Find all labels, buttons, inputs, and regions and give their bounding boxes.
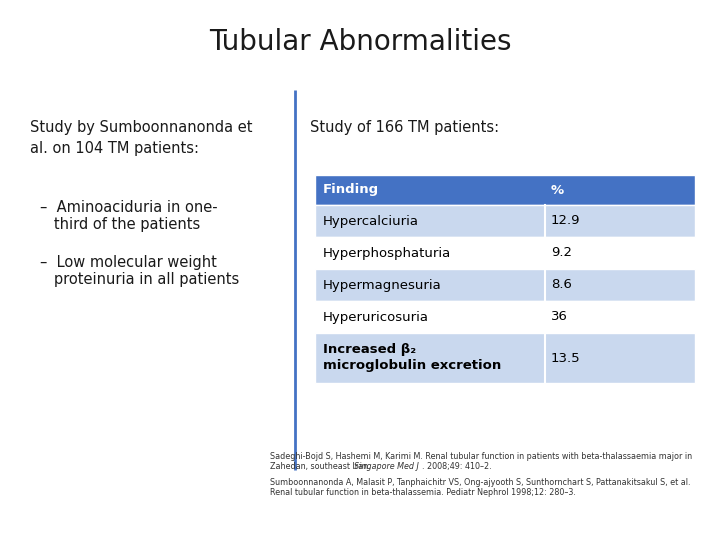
- Text: Singapore Med J: Singapore Med J: [354, 462, 419, 471]
- Text: Hyperuricosuria: Hyperuricosuria: [323, 310, 429, 323]
- Text: 13.5: 13.5: [551, 352, 580, 365]
- Text: Finding: Finding: [323, 184, 379, 197]
- Text: Hypermagnesuria: Hypermagnesuria: [323, 279, 442, 292]
- Text: Hyperphosphaturia: Hyperphosphaturia: [323, 246, 451, 260]
- Text: . 2008;49: 410–2.: . 2008;49: 410–2.: [422, 462, 492, 471]
- Text: third of the patients: third of the patients: [40, 217, 200, 232]
- Text: 8.6: 8.6: [551, 279, 572, 292]
- FancyBboxPatch shape: [315, 301, 695, 333]
- Text: proteinuria in all patients: proteinuria in all patients: [40, 272, 239, 287]
- Text: microglobulin excretion: microglobulin excretion: [323, 360, 501, 373]
- Text: Tubular Abnormalities: Tubular Abnormalities: [209, 28, 511, 56]
- Text: Study of 166 TM patients:: Study of 166 TM patients:: [310, 120, 499, 135]
- Text: Hypercalciuria: Hypercalciuria: [323, 214, 419, 227]
- Text: –  Low molecular weight: – Low molecular weight: [40, 255, 217, 270]
- FancyBboxPatch shape: [315, 269, 695, 301]
- Text: Sumboonnanonda A, Malasit P, Tanphaichitr VS, Ong-ajyooth S, Sunthornchart S, Pa: Sumboonnanonda A, Malasit P, Tanphaichit…: [270, 478, 690, 487]
- Text: 9.2: 9.2: [551, 246, 572, 260]
- Text: Renal tubular function in beta-thalassemia. Pediatr Nephrol 1998;12: 280–3.: Renal tubular function in beta-thalassem…: [270, 488, 576, 497]
- Text: Study by Sumboonnanonda et
al. on 104 TM patients:: Study by Sumboonnanonda et al. on 104 TM…: [30, 120, 253, 156]
- Text: Sadeghi-Bojd S, Hashemi M, Karimi M. Renal tubular function in patients with bet: Sadeghi-Bojd S, Hashemi M, Karimi M. Ren…: [270, 452, 692, 461]
- FancyBboxPatch shape: [315, 175, 695, 205]
- FancyBboxPatch shape: [315, 237, 695, 269]
- Text: Zahedan, southeast Iran.: Zahedan, southeast Iran.: [270, 462, 373, 471]
- FancyBboxPatch shape: [315, 205, 695, 237]
- Text: 36: 36: [551, 310, 568, 323]
- Text: Increased β₂: Increased β₂: [323, 343, 416, 356]
- FancyBboxPatch shape: [315, 333, 695, 383]
- Text: –  Aminoaciduria in one-: – Aminoaciduria in one-: [40, 200, 217, 215]
- Text: 12.9: 12.9: [551, 214, 580, 227]
- Text: %: %: [551, 184, 564, 197]
